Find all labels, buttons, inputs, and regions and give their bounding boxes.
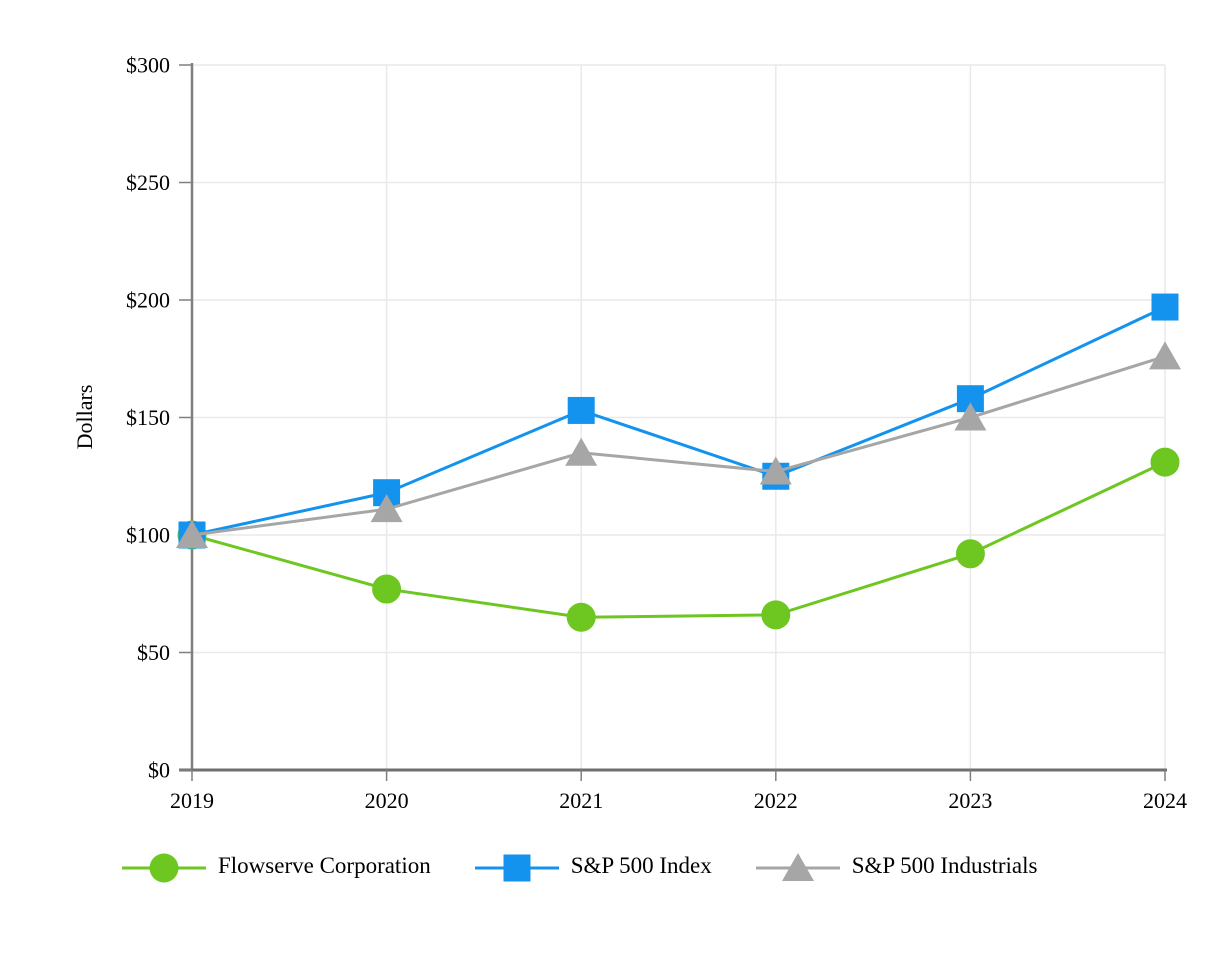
- x-tick-label: 2019: [170, 788, 214, 813]
- legend-label-sp500-industrials: S&P 500 Industrials: [851, 853, 1038, 878]
- legend-item-sp500: S&P 500 Index: [474, 846, 712, 886]
- series-line: [191, 354, 1166, 537]
- circle-marker-icon: [955, 539, 985, 569]
- y-tick-label: $200: [126, 288, 170, 313]
- y-axis-title: Dollars: [72, 384, 97, 450]
- legend-label-flowserve: Flowserve Corporation: [218, 853, 431, 878]
- y-tick-label: $50: [137, 640, 170, 665]
- y-tick-label: $0: [148, 758, 170, 783]
- triangle-marker-icon: [176, 520, 208, 548]
- series-circle: [177, 447, 1180, 632]
- series-line: [191, 460, 1166, 619]
- x-tick-label: 2020: [365, 788, 409, 813]
- legend-item-flowserve: Flowserve Corporation: [122, 846, 431, 886]
- legend-label-sp500: S&P 500 Index: [570, 853, 712, 878]
- series-line: [191, 305, 1166, 537]
- circle-marker-icon: [761, 600, 791, 630]
- series-triangle: [176, 341, 1181, 548]
- x-tick-label: 2024: [1143, 788, 1187, 813]
- triangle-marker-icon: [565, 437, 598, 466]
- y-tick-label: $150: [126, 405, 170, 430]
- x-tick-label: 2023: [948, 788, 992, 813]
- y-tick-label: $100: [126, 523, 170, 548]
- triangle-marker-icon: [1149, 341, 1181, 370]
- triangle-marker-icon: [781, 853, 814, 881]
- circle-marker-icon: [1150, 447, 1180, 477]
- chart-legend: Flowserve Corporation S&P 500 Index S&P …: [122, 846, 1037, 886]
- square-marker-icon: [503, 854, 531, 882]
- legend-marker-triangle-icon: [755, 853, 840, 881]
- y-tick-label: $250: [126, 170, 170, 195]
- square-marker-icon: [567, 396, 595, 424]
- circle-marker-icon: [566, 602, 596, 632]
- x-tick-label: 2022: [754, 788, 798, 813]
- x-tick-label: 2021: [559, 788, 603, 813]
- legend-marker-square-icon: [474, 854, 559, 882]
- legend-item-sp500-industrials: S&P 500 Industrials: [755, 846, 1038, 886]
- triangle-marker-icon: [370, 494, 403, 523]
- triangle-marker-icon: [759, 456, 792, 485]
- circle-marker-icon: [372, 574, 402, 604]
- circle-marker-icon: [149, 853, 179, 883]
- series-square: [178, 293, 1179, 549]
- legend-marker-circle-icon: [122, 853, 206, 883]
- square-marker-icon: [1151, 293, 1179, 321]
- triangle-marker-icon: [954, 402, 987, 431]
- y-tick-label: $300: [126, 53, 170, 78]
